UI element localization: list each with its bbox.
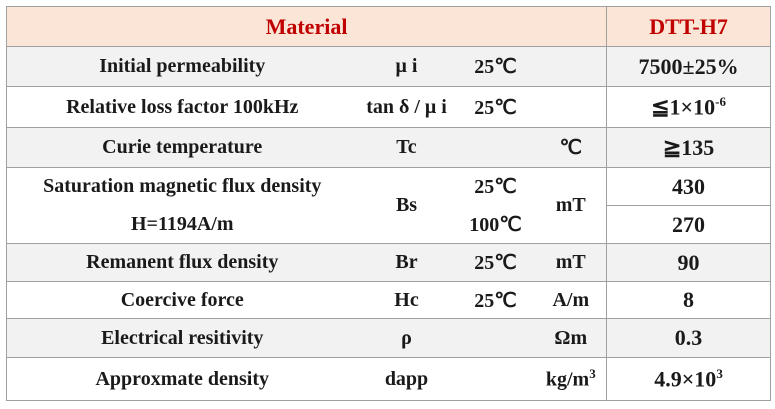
header-material: Material <box>6 6 607 47</box>
value: 4.9×103 <box>606 357 771 401</box>
property-note: H=1194A/m <box>6 205 358 244</box>
symbol: tan δ / μ i <box>357 86 456 128</box>
unit: kg/m3 <box>535 357 607 401</box>
symbol: dapp <box>357 357 456 401</box>
symbol: Tc <box>357 127 456 168</box>
value: 7500±25% <box>606 46 771 87</box>
unit: mT <box>535 167 607 244</box>
header-grade: DTT-H7 <box>606 6 771 47</box>
cell <box>455 127 536 168</box>
cell <box>535 86 607 128</box>
property-table: Material DTT-H7 Initial permeability μ i 25… <box>6 6 772 401</box>
row: Curie temperature Tc ℃ ≧135 <box>6 127 771 168</box>
row: Initial permeability μ i 25℃ 7500±25% <box>6 46 771 87</box>
property: Approxmate density <box>6 357 358 401</box>
cell <box>455 318 536 358</box>
cell <box>455 357 536 401</box>
symbol: ρ <box>357 318 456 358</box>
row: Remanent flux density Br 25℃ mT 90 <box>6 243 771 282</box>
row: Electrical resitivity ρ Ωm 0.3 <box>6 318 771 358</box>
value: 0.3 <box>606 318 771 358</box>
symbol: Br <box>357 243 456 282</box>
condition: 25℃ <box>455 86 536 128</box>
value: 90 <box>606 243 771 282</box>
unit: A/m <box>535 281 607 319</box>
condition: 25℃ <box>455 243 536 282</box>
value-text: 4.9×10 <box>654 366 717 392</box>
value-sup: -6 <box>715 93 726 109</box>
unit: Ωm <box>535 318 607 358</box>
row: Coercive force Hc 25℃ A/m 8 <box>6 281 771 319</box>
value: ≧135 <box>606 127 771 168</box>
value: ≦1×10-6 <box>606 86 771 128</box>
unit-text: kg/m <box>545 368 590 391</box>
row: Approxmate density dapp kg/m3 4.9×103 <box>6 357 771 401</box>
condition: 25℃ <box>455 281 536 319</box>
value: 8 <box>606 281 771 319</box>
row: H=1194A/m 100℃ 270 <box>6 205 771 244</box>
property: Curie temperature <box>6 127 358 168</box>
property: Initial permeability <box>6 46 358 87</box>
unit: mT <box>535 243 607 282</box>
property: Coercive force <box>6 281 358 319</box>
value-text: ≦1×10 <box>651 94 716 120</box>
symbol: Bs <box>357 167 456 244</box>
symbol: μ i <box>357 46 456 87</box>
property: Saturation magnetic flux density <box>43 175 322 198</box>
property: Remanent flux density <box>6 243 358 282</box>
unit: ℃ <box>535 127 607 168</box>
unit-sup: 3 <box>589 366 596 382</box>
header-row: Material DTT-H7 <box>6 6 771 47</box>
value: 270 <box>606 205 771 244</box>
symbol: Hc <box>357 281 456 319</box>
property: Relative loss factor 100kHz <box>6 86 358 128</box>
property: Electrical resitivity <box>6 318 358 358</box>
condition: 100℃ <box>455 205 536 244</box>
value-sup: 3 <box>716 365 723 381</box>
value: 430 <box>606 167 771 206</box>
condition: 25℃ <box>455 46 536 87</box>
row: Relative loss factor 100kHz tan δ / μ i 25… <box>6 86 771 128</box>
condition: 25℃ <box>474 176 517 199</box>
cell <box>535 46 607 87</box>
row: Saturation magnetic flux density Bs 25℃ mT 4… <box>7 167 771 244</box>
